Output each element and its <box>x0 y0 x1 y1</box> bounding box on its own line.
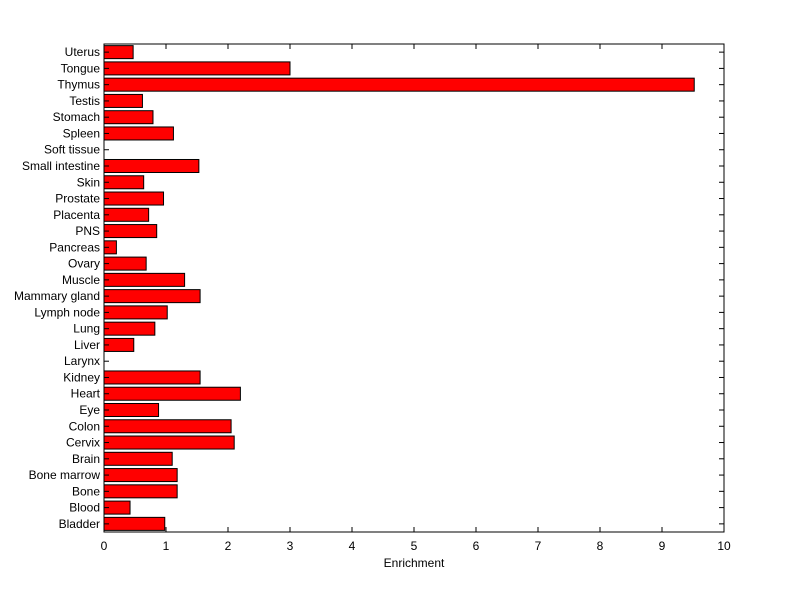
bar-brain <box>103 451 173 466</box>
y-tick-label: Larynx <box>64 354 100 368</box>
y-tick-label: PNS <box>75 224 100 238</box>
bar-lung <box>103 321 156 336</box>
bar-lymph-node <box>103 305 168 320</box>
bar-eye <box>103 402 160 418</box>
y-tick-label: Bone <box>72 484 100 498</box>
x-tick-labels: 0 1 2 3 4 5 6 7 8 9 10 <box>101 539 731 553</box>
y-tick-label: Stomach <box>53 110 100 124</box>
x-tick-label: 8 <box>597 539 604 553</box>
bar-cervix <box>103 435 235 450</box>
x-tick-label: 10 <box>717 539 731 553</box>
y-tick-label: Eye <box>79 403 100 417</box>
y-tick-label: Thymus <box>57 78 100 92</box>
x-tick-label: 0 <box>101 539 108 553</box>
bar-mammary-gland <box>103 289 201 304</box>
y-tick-labels: Uterus Tongue Thymus Testis Stomach Spleen Sof… <box>14 45 101 531</box>
plot-area-frame <box>103 43 725 533</box>
bar-tongue <box>103 61 291 76</box>
y-tick-label: Brain <box>72 452 100 466</box>
y-tick-label: Testis <box>69 94 100 108</box>
y-tick-label: Liver <box>74 338 100 352</box>
y-tick-label: Ovary <box>68 257 100 271</box>
bar-spleen <box>103 126 174 141</box>
tick-marks <box>103 44 725 532</box>
y-tick-label: Placenta <box>53 208 100 222</box>
y-tick-label: Mammary gland <box>14 289 100 303</box>
bar-muscle <box>103 272 186 287</box>
bar-placenta <box>103 207 150 222</box>
bar-stomach <box>103 110 154 125</box>
bar-thymus <box>103 77 695 92</box>
y-tick-label: Tongue <box>61 61 101 75</box>
y-tick-label: Uterus <box>65 45 100 59</box>
bar-prostate <box>103 191 165 206</box>
y-tick-label: Bladder <box>59 517 100 531</box>
bar-kidney <box>103 370 201 385</box>
y-tick-label: Spleen <box>63 126 100 140</box>
x-axis-label: Enrichment <box>384 556 445 570</box>
y-tick-label: Soft tissue <box>44 143 100 157</box>
x-tick-label: 3 <box>287 539 294 553</box>
x-tick-label: 9 <box>659 539 666 553</box>
x-tick-label: 2 <box>225 539 232 553</box>
y-tick-label: Small intestine <box>22 159 100 173</box>
bar-bone <box>103 484 178 499</box>
bar-pns <box>103 224 158 239</box>
bar-testis <box>103 93 143 108</box>
y-tick-label: Prostate <box>55 192 100 206</box>
y-tick-label: Blood <box>69 501 100 515</box>
bar-heart <box>103 386 241 401</box>
y-tick-label: Heart <box>71 387 101 401</box>
y-tick-label: Cervix <box>66 436 100 450</box>
y-tick-label: Lung <box>73 322 100 336</box>
x-tick-label: 4 <box>349 539 356 553</box>
y-tick-label: Lymph node <box>34 305 100 319</box>
x-tick-label: 7 <box>535 539 542 553</box>
bar-ovary <box>103 256 147 271</box>
bar-small-intestine <box>103 158 200 174</box>
y-tick-label: Bone marrow <box>29 468 101 482</box>
y-tick-label: Pancreas <box>49 240 100 254</box>
bar-bone-marrow <box>103 468 178 483</box>
x-tick-label: 5 <box>411 539 418 553</box>
bars-group <box>103 45 695 531</box>
bar-bladder <box>103 516 166 531</box>
bar-colon <box>103 419 232 434</box>
bar-skin <box>103 175 145 190</box>
y-tick-label: Muscle <box>62 273 100 287</box>
x-tick-label: 6 <box>473 539 480 553</box>
y-tick-label: Colon <box>69 419 100 433</box>
y-tick-label: Skin <box>77 175 100 189</box>
x-tick-label: 1 <box>163 539 170 553</box>
y-tick-label: Kidney <box>63 370 100 384</box>
